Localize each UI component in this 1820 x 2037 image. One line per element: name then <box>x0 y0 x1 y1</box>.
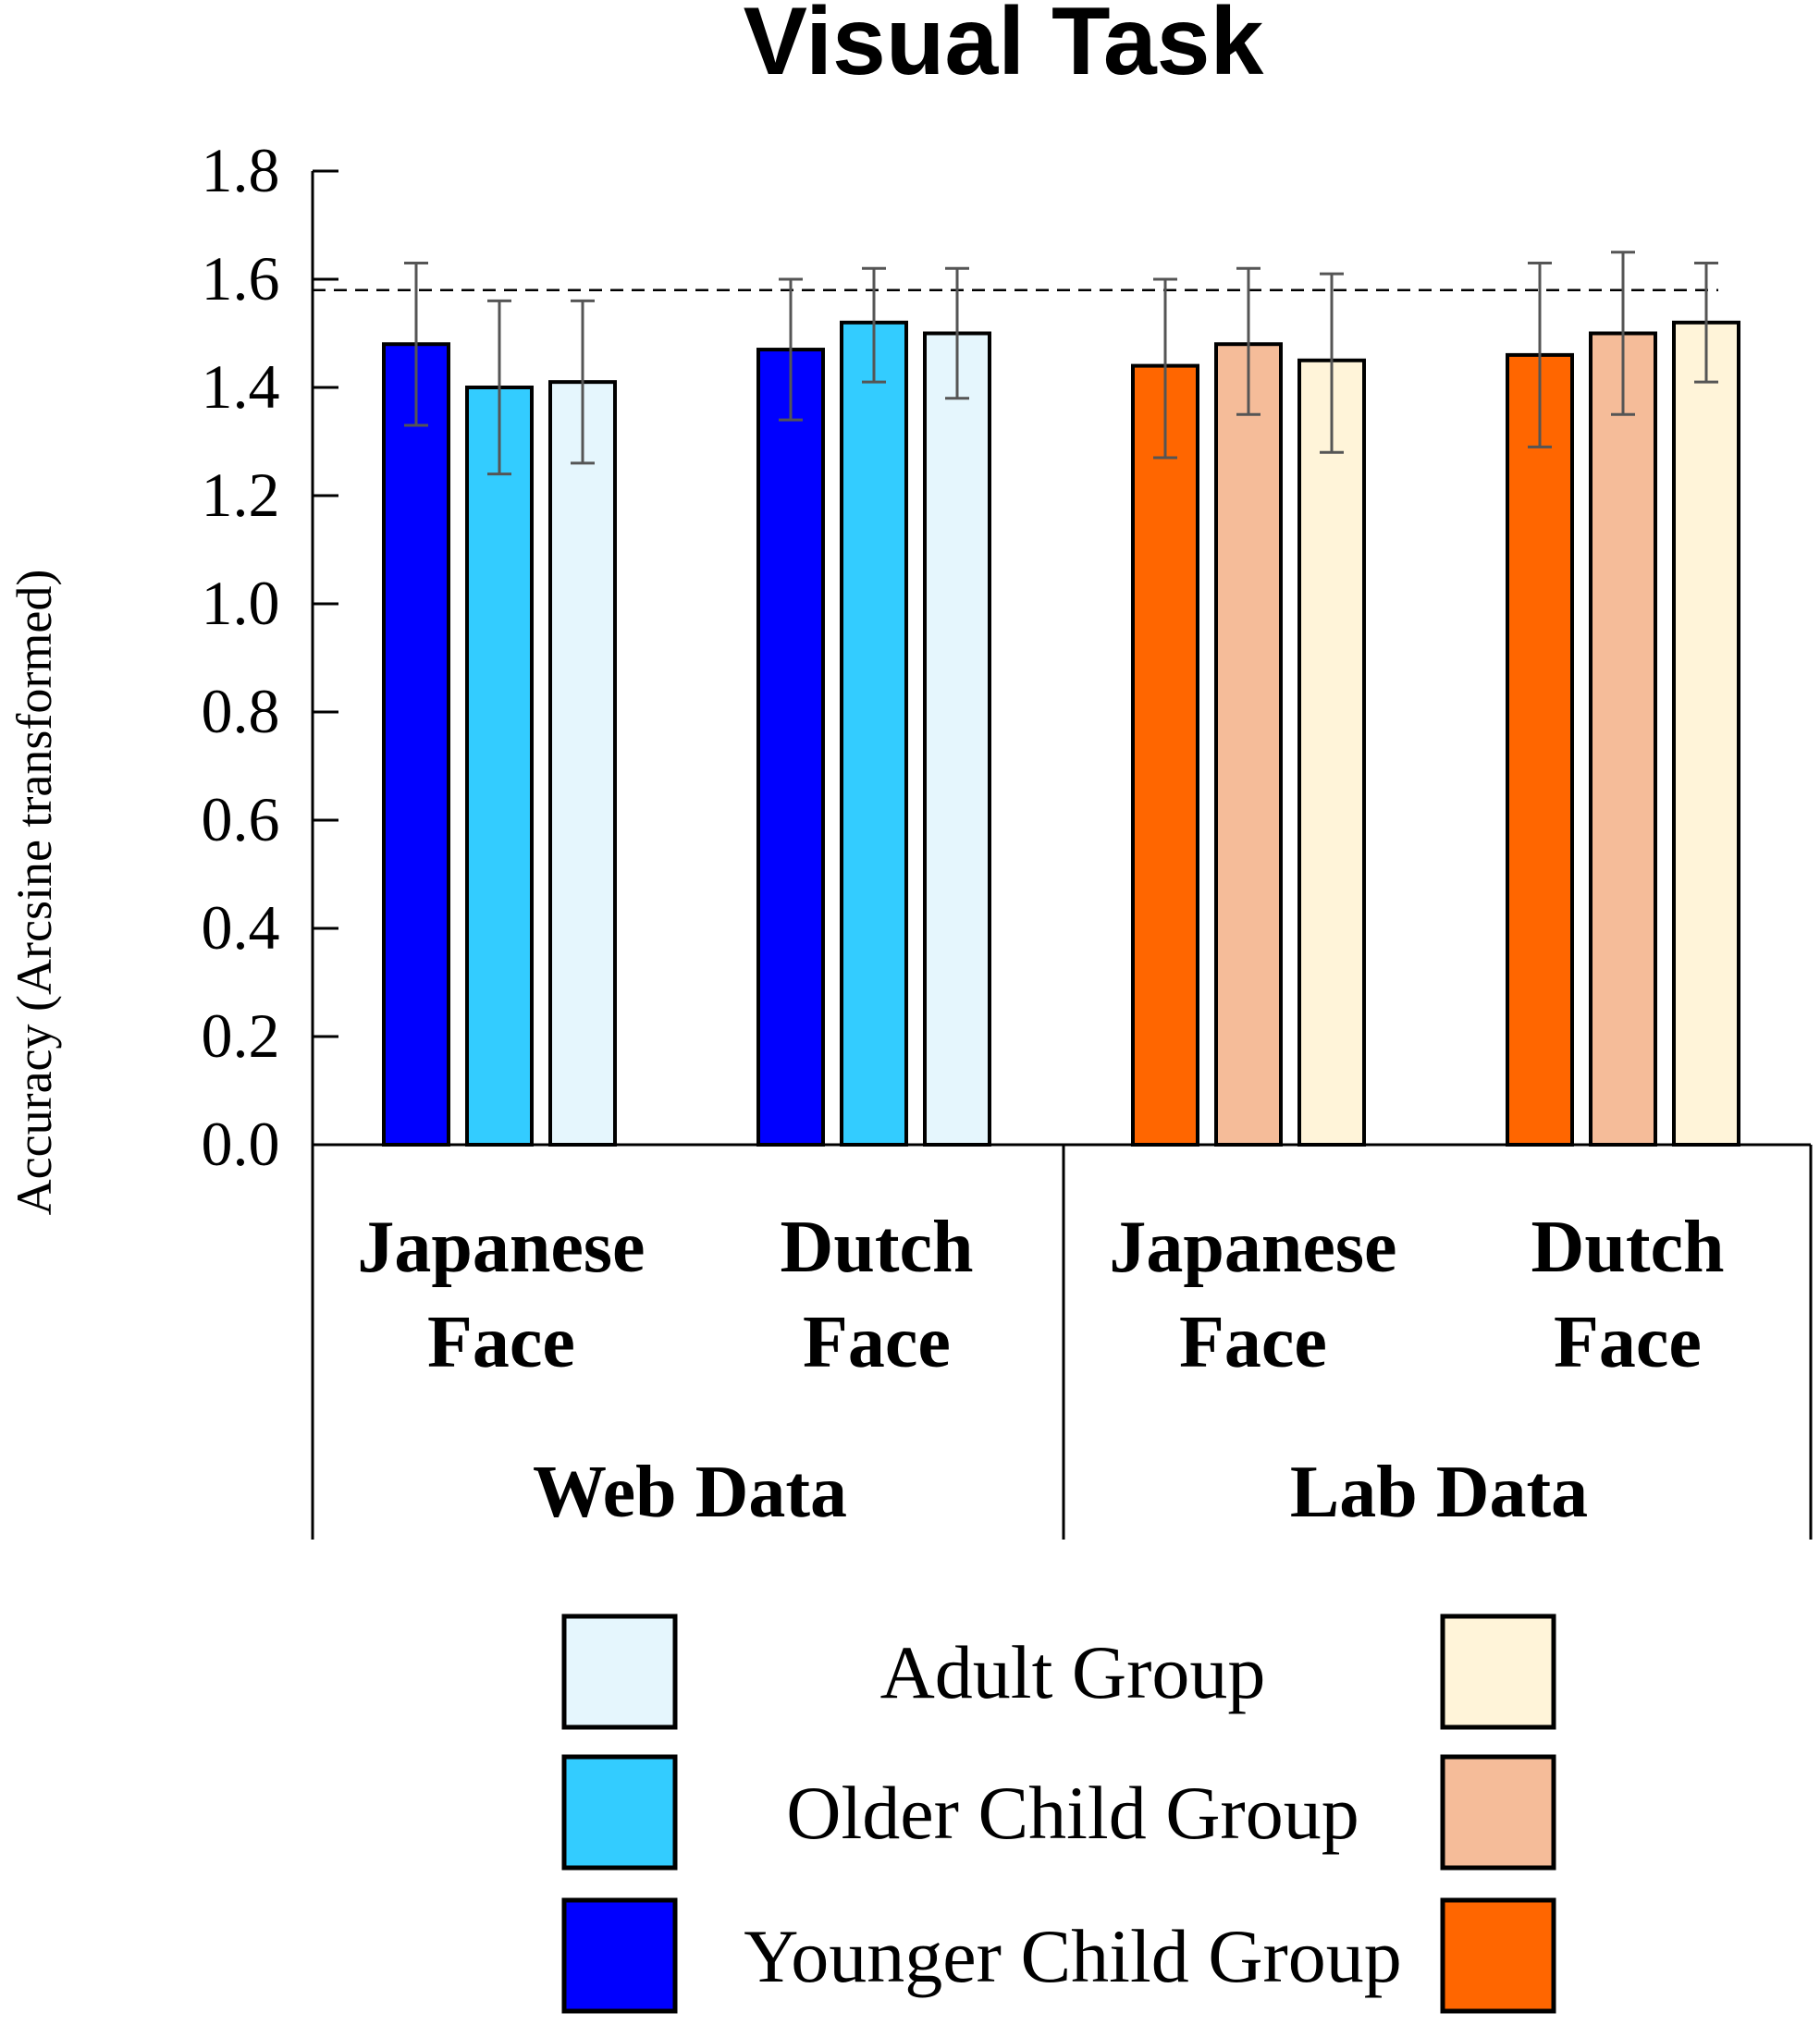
category-label-line2: Face <box>803 1302 951 1383</box>
legend-swatch-web <box>561 1754 678 1871</box>
y-tick-label: 0.6 <box>202 784 280 854</box>
y-tick-label: 1.0 <box>202 568 280 638</box>
bar <box>1131 363 1199 1147</box>
legend-swatch-web <box>561 1614 678 1730</box>
bar <box>1214 342 1283 1147</box>
bars-layer <box>382 320 1740 1147</box>
category-label-line2: Face <box>427 1302 575 1383</box>
y-tick-label: 0.8 <box>202 676 280 746</box>
legend-swatch-web <box>561 1897 678 2014</box>
y-tick-label: 0.0 <box>202 1109 280 1179</box>
bar <box>382 342 450 1147</box>
bar <box>548 380 617 1147</box>
legend-label: Adult Group <box>880 1630 1266 1714</box>
y-tick-label: 1.2 <box>202 460 280 530</box>
category-label-line2: Face <box>1554 1302 1702 1383</box>
y-tick-label: 0.2 <box>202 1000 280 1071</box>
legend-swatch-lab <box>1440 1754 1556 1871</box>
legend-swatch-lab <box>1440 1614 1556 1730</box>
category-label-line1: Dutch <box>781 1207 974 1288</box>
y-tick-label: 0.4 <box>202 892 280 963</box>
legend: Adult Group Older Child Group Younger Chil… <box>561 1614 1556 2014</box>
error-bars-layer <box>404 251 1718 476</box>
group-label: Lab Data <box>1290 1452 1588 1533</box>
bar <box>1297 358 1366 1147</box>
chart-title: Visual Task <box>744 0 1264 95</box>
category-label-line1: Japanese <box>1109 1207 1396 1288</box>
bar <box>465 386 534 1147</box>
y-tick-label: 1.6 <box>202 243 280 313</box>
legend-swatch-lab <box>1440 1897 1556 2014</box>
y-axis: 0.0 0.2 0.4 0.6 0.8 1.0 1.2 1.4 1.6 1.8 <box>202 135 338 1540</box>
y-tick-label: 1.8 <box>202 135 280 205</box>
bar <box>923 331 991 1147</box>
bar <box>840 320 908 1147</box>
bar <box>1506 352 1574 1147</box>
legend-label: Younger Child Group <box>744 1914 1402 1998</box>
category-label-line1: Dutch <box>1531 1207 1725 1288</box>
bar <box>1589 331 1657 1147</box>
legend-label: Older Child Group <box>786 1771 1359 1855</box>
y-tick-label: 1.4 <box>202 351 280 422</box>
bar <box>756 348 825 1147</box>
x-axis: Japanese Face Dutch Face Web Data Japanese Fac… <box>313 1143 1813 1540</box>
y-axis-label: Accuracy (Arcsine transformed) <box>6 570 62 1216</box>
category-label-line1: Japanese <box>357 1207 645 1288</box>
category-label-line2: Face <box>1179 1302 1327 1383</box>
group-label: Web Data <box>533 1452 847 1533</box>
bar <box>1672 320 1740 1147</box>
